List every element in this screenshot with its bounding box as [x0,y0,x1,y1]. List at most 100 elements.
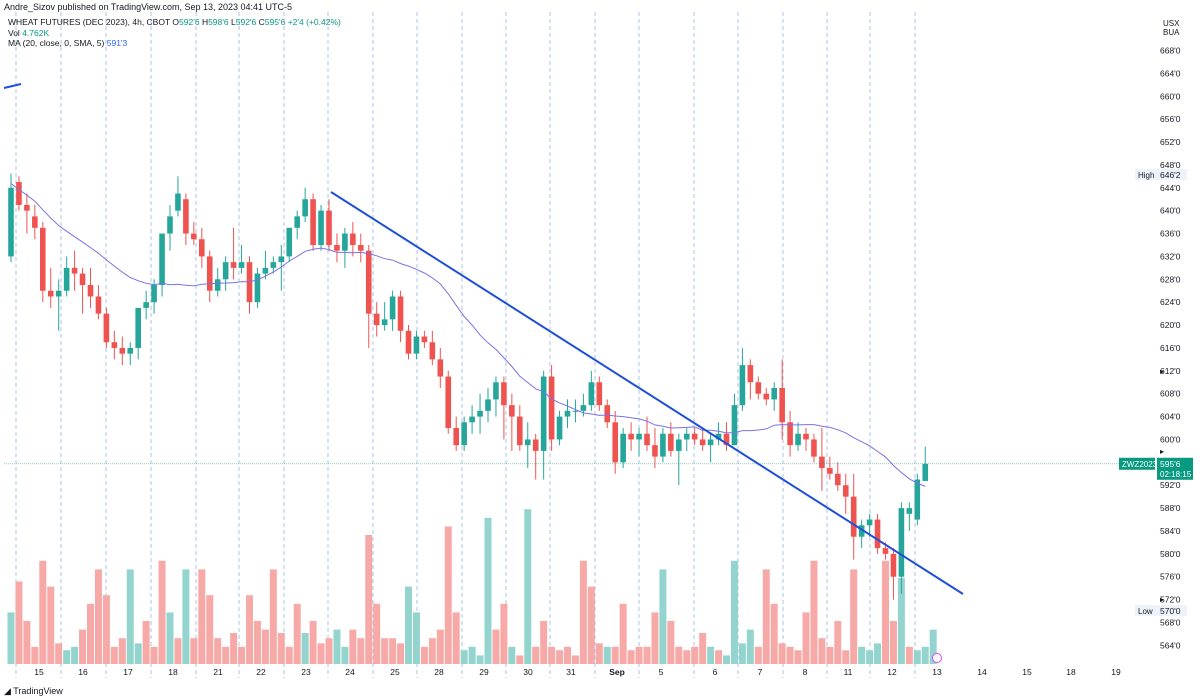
candle-body [556,416,563,440]
candle-body [278,256,285,263]
volume-bar [556,650,564,664]
candle-body [485,399,491,411]
volume-bar [118,638,126,664]
volume-bar [110,646,118,664]
candle-body [373,313,380,326]
marker-value: 646'2 [1160,170,1181,180]
volume-bar [238,646,246,664]
legend-low-label: L [231,17,236,27]
candle-body [469,416,475,423]
candle-body [199,239,205,257]
candle-body [191,233,197,240]
volume-bar [897,578,905,664]
candle-body [604,405,611,423]
candle-body [79,273,86,286]
volume-bar [198,569,206,664]
symbol-badge-bg [1119,457,1155,470]
candle-body [676,439,682,451]
candle-body [739,365,746,406]
marker-value-bg [1157,605,1187,617]
volume-bar [39,560,47,664]
time-tick-label: 22 [256,667,266,677]
volume-bar [484,517,492,664]
volume-bar [405,586,412,664]
candle-body [429,342,436,360]
time-tick-label: 25 [390,667,400,677]
candle-body [183,199,189,234]
volume-bar [627,650,635,664]
volume-bar [412,612,420,664]
candle-body [437,359,444,377]
volume-bar [842,650,850,664]
volume-bar [55,643,63,664]
legend-close-value: 595'6 [264,17,286,27]
price-tick-label: 600'0 [1160,434,1181,444]
volume-bar [31,646,39,664]
volume-bar [882,560,889,664]
legend-symbol: WHEAT FUTURES (DEC 2023), 4h, CBOT [8,17,171,27]
volume-bar [762,569,770,664]
candle-body [827,468,833,474]
candle-body [381,319,388,326]
candle-body [707,439,714,446]
candle-body [445,376,452,429]
volume-bar [802,612,810,664]
price-tick-label: 668'0 [1160,46,1181,56]
legend-change: +2'4 (+0.42%) [287,17,341,27]
candle-body [71,267,78,274]
price-tick-label: 576'0 [1160,572,1181,582]
candle-body [795,433,801,446]
time-tick-label: 15 [34,667,44,677]
price-tick-label: 656'0 [1160,114,1181,124]
volume-bar [277,633,285,664]
candle-body [532,439,539,451]
time-axis[interactable]: 15 16 17 18 21 22 23 24 25 28 29 30 31 Sep 5 6 7 8 11 12 13 1… [34,367,1164,677]
legend-low-value: 592'6 [235,17,257,27]
candle-body [262,267,269,274]
volume-bar [87,603,94,664]
time-tick-label: 7 [758,667,763,677]
volume-bar [643,646,651,664]
candle-body [882,548,889,554]
candle-body [842,485,849,497]
candle-body [755,382,762,394]
volume-bar [683,650,691,664]
legend-open-value: 592'6 [179,17,200,27]
legend-high-value: 598'6 [208,17,229,27]
volume-bar [834,621,842,664]
trend-line[interactable] [330,191,964,595]
price-tick-label: 568'0 [1160,618,1181,628]
volume-bar [7,612,15,664]
candle-body [644,433,650,446]
candle-body [660,433,666,457]
candle-body [119,347,126,354]
tradingview-logo[interactable]: ◢ TradingView [4,686,63,697]
candle-body [47,290,54,297]
volume-bar [468,646,476,664]
volume-bar [921,646,929,664]
marker-label: High [1138,171,1154,180]
marker-value: 570'0 [1160,606,1181,616]
price-tick-label: 616'0 [1160,343,1181,353]
volume-bar [190,638,198,664]
candle-body [866,519,873,526]
price-tick-label: 620'0 [1160,320,1181,330]
candle-body [8,187,14,257]
price-tick-label: 608'0 [1160,389,1181,399]
volume-bar [301,633,309,664]
publisher-caption: Andre_Sizov published on TradingView.com… [4,2,293,12]
volume-bar [770,603,778,664]
price-tick-label: 580'0 [1160,549,1181,559]
volume-bar [786,646,794,664]
candle-body [517,416,523,446]
candle-body [453,428,459,446]
price-axis[interactable]: 668'0 664'0 660'0 656'0 652'0 648'0 644'0 640'0… [1119,46,1193,651]
volume-bar [269,569,277,664]
price-tick-label: 644'0 [1160,183,1181,193]
volume-bar [71,646,79,664]
volume-bars [7,509,937,664]
volume-bar [571,655,579,664]
candle-body [294,216,300,228]
volume-bar [500,603,508,664]
